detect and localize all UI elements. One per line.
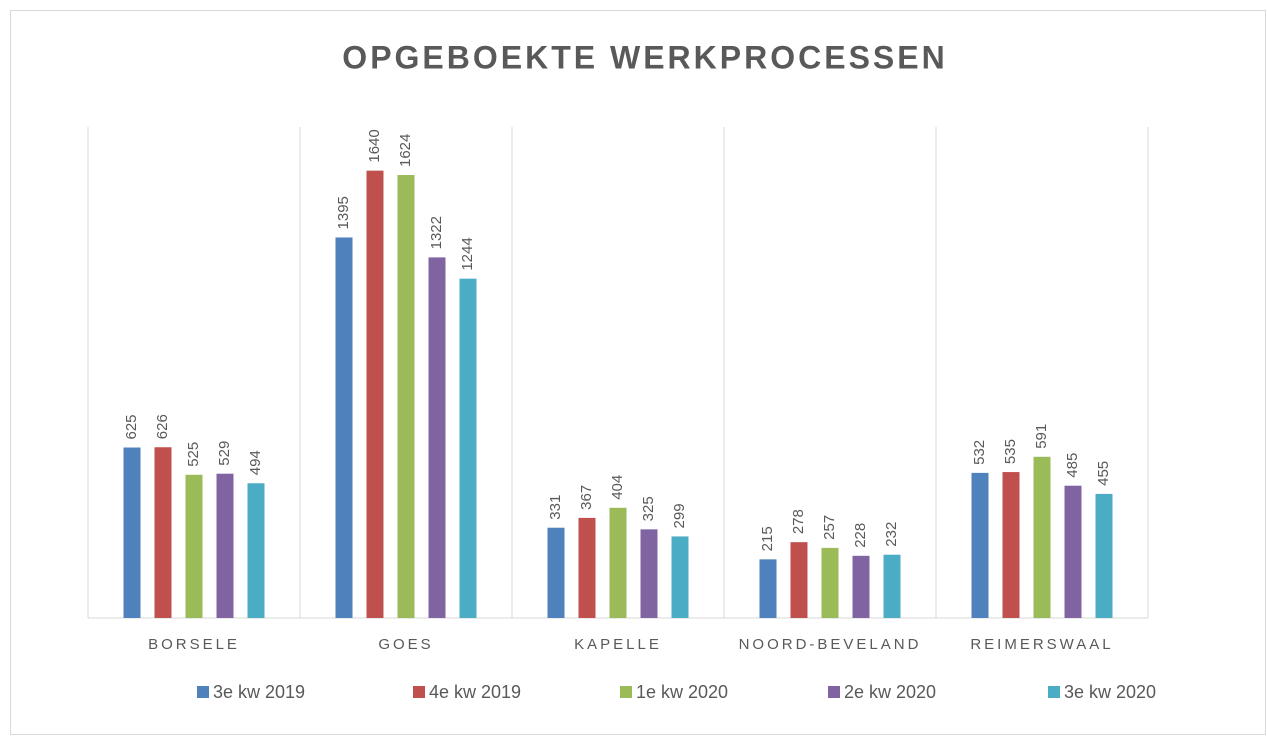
bar — [790, 542, 808, 618]
chart-title: OPGEBOEKTE WERKPROCESSEN — [342, 39, 947, 75]
legend-label: 3e kw 2020 — [1064, 682, 1156, 702]
value-label: 485 — [1064, 453, 1081, 478]
value-label: 626 — [154, 414, 171, 439]
bar — [123, 447, 141, 618]
x-tick-label: NOORD-BEVELAND — [739, 636, 922, 653]
legend-swatch — [1048, 686, 1060, 698]
value-label: 1640 — [366, 129, 383, 162]
bar — [578, 517, 596, 618]
value-label: 525 — [185, 442, 202, 467]
value-label: 228 — [852, 523, 869, 548]
legend-label: 2e kw 2020 — [844, 682, 936, 702]
bar — [640, 529, 658, 618]
bar — [459, 278, 477, 618]
legend-swatch — [620, 686, 632, 698]
bar — [759, 559, 777, 618]
value-label: 591 — [1033, 424, 1050, 449]
bar — [428, 257, 446, 618]
bar — [609, 507, 627, 618]
legend-label: 3e kw 2019 — [213, 682, 305, 702]
legend-label: 4e kw 2019 — [429, 682, 521, 702]
value-label: 532 — [971, 440, 988, 465]
chart-frame — [10, 10, 1266, 735]
bar — [397, 175, 415, 618]
value-label: 1244 — [459, 237, 476, 270]
value-label: 529 — [216, 441, 233, 466]
value-label: 232 — [883, 522, 900, 547]
legend-label: 1e kw 2020 — [636, 682, 728, 702]
bar — [852, 555, 870, 618]
value-label: 625 — [123, 414, 140, 439]
bar — [971, 472, 989, 618]
bar — [247, 483, 265, 618]
bar — [216, 473, 234, 618]
bar — [185, 474, 203, 618]
value-label: 299 — [671, 503, 688, 528]
bar — [1033, 456, 1051, 618]
x-tick-label: GOES — [378, 636, 433, 653]
bar — [883, 554, 901, 618]
value-label: 455 — [1095, 461, 1112, 486]
value-label: 1624 — [397, 134, 414, 167]
value-label: 278 — [790, 509, 807, 534]
bar — [821, 547, 839, 618]
bar — [335, 237, 353, 618]
value-label: 215 — [759, 526, 776, 551]
value-label: 331 — [547, 495, 564, 520]
x-tick-label: KAPELLE — [574, 636, 662, 653]
bar — [154, 447, 172, 618]
value-label: 257 — [821, 515, 838, 540]
value-label: 1322 — [428, 216, 445, 249]
value-label: 367 — [578, 485, 595, 510]
value-label: 325 — [640, 496, 657, 521]
bar — [1064, 485, 1082, 618]
legend-swatch — [413, 686, 425, 698]
legend-swatch — [197, 686, 209, 698]
x-tick-label: REIMERSWAAL — [970, 636, 1113, 653]
bar — [1002, 472, 1020, 618]
bar — [547, 527, 565, 618]
x-tick-label: BORSELE — [148, 636, 240, 653]
value-label: 494 — [247, 450, 264, 475]
legend-swatch — [828, 686, 840, 698]
value-label: 1395 — [335, 196, 352, 229]
value-label: 404 — [609, 475, 626, 500]
bar — [1095, 493, 1113, 618]
value-label: 535 — [1002, 439, 1019, 464]
bar — [671, 536, 689, 618]
bar — [366, 170, 384, 618]
